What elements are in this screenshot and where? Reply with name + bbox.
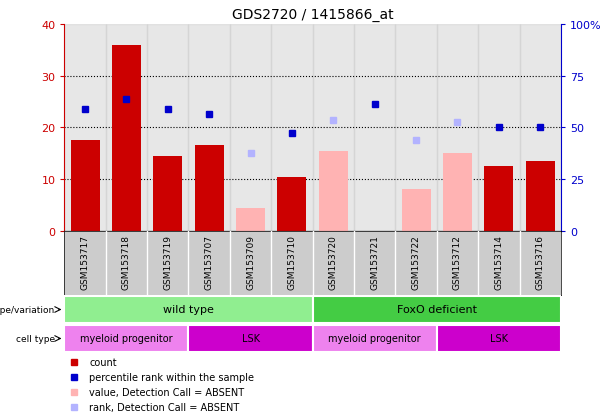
Text: GSM153722: GSM153722 bbox=[411, 235, 421, 289]
Bar bbox=[313, 25, 354, 231]
Bar bbox=[189, 25, 230, 231]
Bar bbox=[313, 297, 561, 323]
Bar bbox=[436, 25, 478, 231]
Text: genotype/variation: genotype/variation bbox=[0, 305, 55, 314]
Bar bbox=[147, 25, 189, 231]
Text: rank, Detection Call = ABSENT: rank, Detection Call = ABSENT bbox=[89, 402, 240, 412]
Bar bbox=[520, 25, 561, 231]
Bar bbox=[64, 325, 189, 352]
Text: LSK: LSK bbox=[490, 334, 508, 344]
Bar bbox=[195, 146, 224, 231]
Bar bbox=[443, 154, 472, 231]
Bar bbox=[526, 161, 555, 231]
Bar bbox=[64, 297, 313, 323]
Text: GSM153718: GSM153718 bbox=[122, 235, 131, 290]
Bar bbox=[395, 25, 436, 231]
Bar bbox=[236, 208, 265, 231]
Text: count: count bbox=[89, 357, 117, 367]
Text: value, Detection Call = ABSENT: value, Detection Call = ABSENT bbox=[89, 387, 245, 397]
Bar bbox=[105, 25, 147, 231]
Bar bbox=[313, 325, 436, 352]
Text: GSM153720: GSM153720 bbox=[329, 235, 338, 289]
Text: GSM153709: GSM153709 bbox=[246, 235, 255, 290]
Bar bbox=[436, 325, 561, 352]
Bar bbox=[112, 45, 141, 231]
Bar bbox=[189, 325, 313, 352]
Bar bbox=[278, 177, 306, 231]
Text: myeloid progenitor: myeloid progenitor bbox=[80, 334, 173, 344]
Bar bbox=[319, 151, 348, 231]
Bar bbox=[64, 25, 105, 231]
Text: LSK: LSK bbox=[242, 334, 259, 344]
Bar bbox=[271, 25, 313, 231]
Bar bbox=[230, 25, 271, 231]
Bar bbox=[70, 141, 99, 231]
Text: GSM153707: GSM153707 bbox=[205, 235, 214, 290]
Bar bbox=[402, 190, 430, 231]
Text: percentile rank within the sample: percentile rank within the sample bbox=[89, 372, 254, 382]
Text: GSM153717: GSM153717 bbox=[80, 235, 89, 290]
Text: GSM153716: GSM153716 bbox=[536, 235, 545, 290]
Text: GSM153719: GSM153719 bbox=[163, 235, 172, 290]
Bar bbox=[478, 25, 519, 231]
Bar bbox=[484, 167, 513, 231]
Text: GSM153712: GSM153712 bbox=[453, 235, 462, 289]
Title: GDS2720 / 1415866_at: GDS2720 / 1415866_at bbox=[232, 8, 394, 22]
Bar bbox=[153, 157, 182, 231]
Text: FoxO deficient: FoxO deficient bbox=[397, 305, 477, 315]
Text: GSM153714: GSM153714 bbox=[494, 235, 503, 289]
Text: cell type: cell type bbox=[15, 334, 55, 343]
Text: GSM153710: GSM153710 bbox=[287, 235, 297, 290]
Text: myeloid progenitor: myeloid progenitor bbox=[329, 334, 421, 344]
Text: GSM153721: GSM153721 bbox=[370, 235, 379, 289]
Bar bbox=[354, 25, 395, 231]
Text: wild type: wild type bbox=[163, 305, 214, 315]
